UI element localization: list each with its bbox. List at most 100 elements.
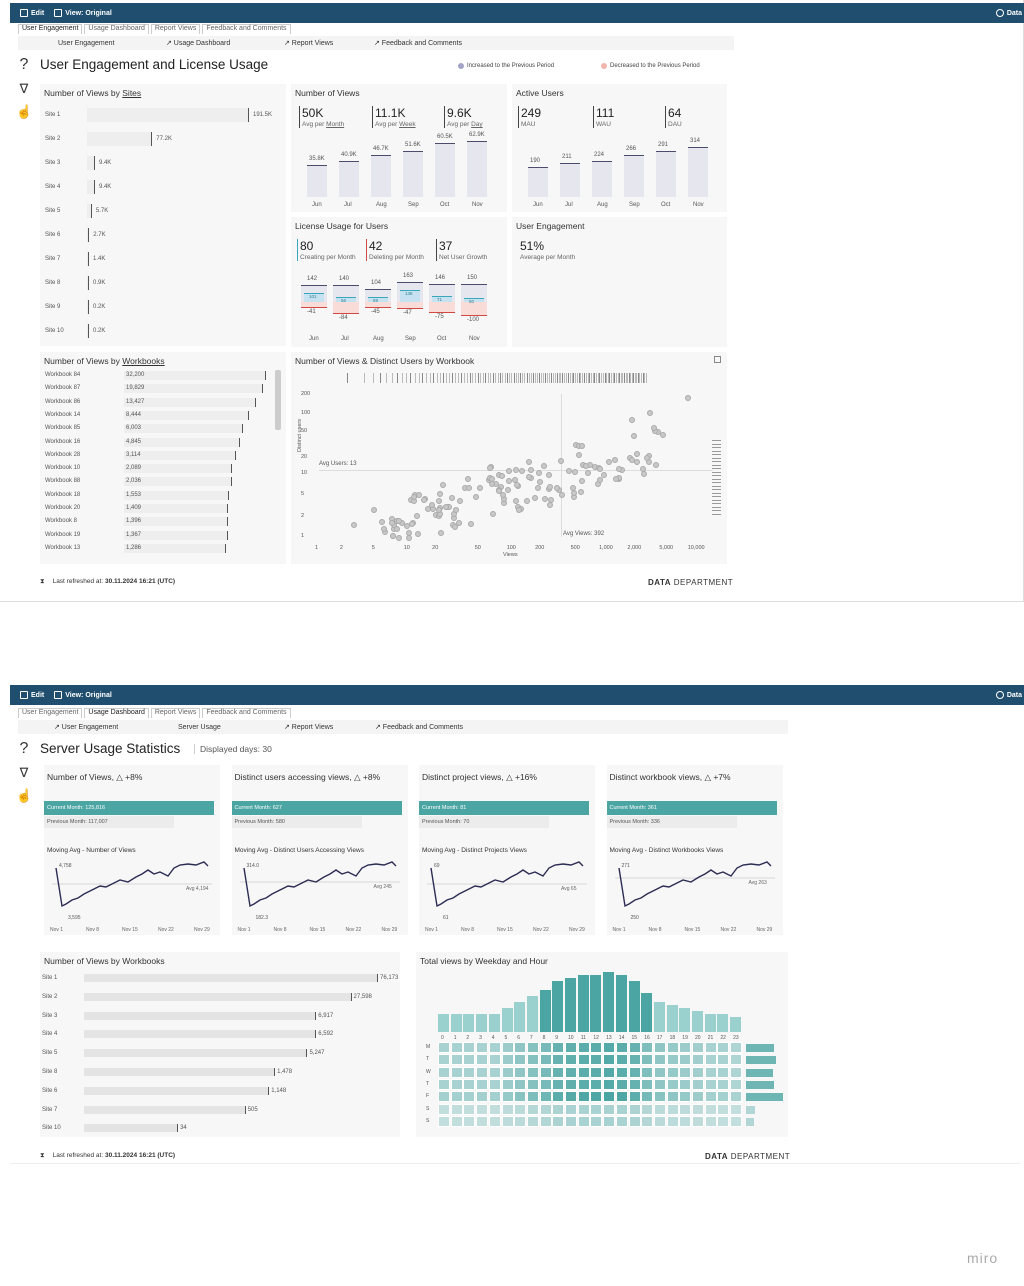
heat-cell[interactable] bbox=[450, 1115, 463, 1127]
heat-cell[interactable] bbox=[653, 1091, 666, 1103]
site-bar[interactable] bbox=[87, 156, 95, 170]
scatter-point[interactable] bbox=[456, 519, 463, 526]
workbook-bar[interactable] bbox=[124, 490, 230, 500]
heat-cell[interactable] bbox=[615, 1091, 628, 1103]
heat-cell[interactable] bbox=[552, 1066, 565, 1078]
hour-bar[interactable] bbox=[577, 975, 589, 1032]
bar[interactable] bbox=[560, 163, 580, 197]
scatter-point[interactable] bbox=[526, 474, 533, 481]
hour-bar[interactable] bbox=[615, 975, 627, 1032]
heat-cell[interactable] bbox=[615, 1054, 628, 1066]
workbook-bar[interactable] bbox=[124, 424, 244, 434]
heat-cell[interactable] bbox=[653, 1078, 666, 1090]
delete-bar[interactable] bbox=[365, 302, 391, 309]
heat-cell[interactable] bbox=[615, 1103, 628, 1115]
scatter-point[interactable] bbox=[456, 498, 463, 505]
scatter-point[interactable] bbox=[612, 456, 619, 463]
scatter-point[interactable] bbox=[438, 529, 444, 536]
heat-cell[interactable] bbox=[577, 1078, 590, 1090]
heat-cell[interactable] bbox=[603, 1042, 616, 1053]
site-bar[interactable] bbox=[84, 1068, 276, 1076]
heat-cell[interactable] bbox=[463, 1078, 476, 1090]
scatter-point[interactable] bbox=[685, 395, 691, 401]
workbook-bar[interactable] bbox=[124, 517, 228, 527]
hour-bar[interactable] bbox=[666, 1005, 678, 1032]
hour-bar[interactable] bbox=[717, 1014, 729, 1032]
heat-cell[interactable] bbox=[666, 1066, 679, 1078]
scatter-point[interactable] bbox=[490, 510, 497, 517]
heat-cell[interactable] bbox=[463, 1042, 476, 1053]
heat-cell[interactable] bbox=[488, 1115, 501, 1127]
tab-feedback-2[interactable]: Feedback and Comments bbox=[202, 708, 291, 718]
scatter-point[interactable] bbox=[499, 472, 506, 479]
heat-cell[interactable] bbox=[704, 1091, 717, 1103]
hour-bar[interactable] bbox=[641, 993, 653, 1032]
site-bar[interactable] bbox=[84, 1011, 317, 1020]
heat-cell[interactable] bbox=[704, 1042, 717, 1053]
bar[interactable] bbox=[307, 165, 327, 197]
heat-cell[interactable] bbox=[590, 1091, 603, 1103]
hour-bar[interactable] bbox=[730, 1017, 742, 1032]
workbook-bar[interactable] bbox=[124, 371, 266, 380]
scatter-point[interactable] bbox=[499, 492, 506, 499]
hour-bar[interactable] bbox=[628, 981, 640, 1032]
heat-cell[interactable] bbox=[438, 1054, 450, 1066]
heat-cell[interactable] bbox=[488, 1054, 501, 1066]
heat-cell[interactable] bbox=[526, 1115, 539, 1127]
hour-bar[interactable] bbox=[653, 1002, 665, 1032]
heat-cell[interactable] bbox=[501, 1054, 514, 1066]
heat-cell[interactable] bbox=[539, 1042, 552, 1053]
heat-cell[interactable] bbox=[552, 1054, 565, 1066]
hour-bar[interactable] bbox=[501, 1008, 513, 1032]
heat-cell[interactable] bbox=[565, 1078, 577, 1090]
heat-cell[interactable] bbox=[463, 1115, 476, 1127]
bar[interactable] bbox=[371, 155, 391, 197]
bar[interactable] bbox=[592, 161, 612, 197]
scatter-point[interactable] bbox=[473, 493, 480, 500]
heat-cell[interactable] bbox=[615, 1078, 628, 1090]
nav-user-engagement[interactable]: User Engagement bbox=[58, 39, 115, 47]
heat-cell[interactable] bbox=[603, 1103, 616, 1115]
heat-cell[interactable] bbox=[603, 1091, 616, 1103]
scatter-point[interactable] bbox=[629, 417, 635, 423]
delete-bar[interactable] bbox=[429, 302, 455, 313]
heat-cell[interactable] bbox=[488, 1078, 501, 1090]
nav-feedback-2[interactable]: ↗ Feedback and Comments bbox=[375, 724, 463, 731]
heat-cell[interactable] bbox=[450, 1091, 463, 1103]
heat-cell[interactable] bbox=[501, 1042, 514, 1053]
moving-avg-series[interactable] bbox=[430, 861, 584, 908]
heat-cell[interactable] bbox=[679, 1103, 692, 1115]
heat-cell[interactable] bbox=[514, 1103, 527, 1115]
heat-cell[interactable] bbox=[730, 1078, 743, 1090]
heat-cell[interactable] bbox=[717, 1042, 730, 1053]
heat-cell[interactable] bbox=[450, 1103, 463, 1115]
scatter-point[interactable] bbox=[585, 469, 592, 476]
site-bar[interactable] bbox=[87, 324, 89, 338]
day-bar[interactable] bbox=[746, 1044, 774, 1052]
heat-cell[interactable] bbox=[653, 1066, 666, 1078]
heat-cell[interactable] bbox=[704, 1078, 717, 1090]
scatter-point[interactable] bbox=[597, 476, 604, 483]
heat-cell[interactable] bbox=[603, 1066, 616, 1078]
scatter-point[interactable] bbox=[559, 491, 566, 498]
heat-cell[interactable] bbox=[628, 1066, 641, 1078]
scatter-point[interactable] bbox=[518, 468, 525, 474]
scatter-point[interactable] bbox=[516, 506, 523, 513]
heat-cell[interactable] bbox=[615, 1115, 628, 1127]
delete-bar[interactable] bbox=[301, 302, 327, 308]
heat-cell[interactable] bbox=[577, 1103, 590, 1115]
heat-cell[interactable] bbox=[692, 1103, 704, 1115]
bar[interactable] bbox=[403, 151, 423, 197]
scatter-point[interactable] bbox=[545, 471, 552, 478]
heat-cell[interactable] bbox=[653, 1115, 666, 1127]
scatter-point[interactable] bbox=[406, 529, 412, 536]
heat-cell[interactable] bbox=[438, 1042, 450, 1053]
heat-cell[interactable] bbox=[476, 1103, 489, 1115]
scatter-point[interactable] bbox=[489, 476, 496, 483]
heat-cell[interactable] bbox=[641, 1054, 654, 1066]
scatter-point[interactable] bbox=[606, 458, 612, 465]
edit-button-2[interactable]: Edit bbox=[20, 691, 44, 699]
heat-cell[interactable] bbox=[679, 1091, 692, 1103]
hour-bar[interactable] bbox=[552, 981, 564, 1032]
heat-cell[interactable] bbox=[463, 1054, 476, 1066]
